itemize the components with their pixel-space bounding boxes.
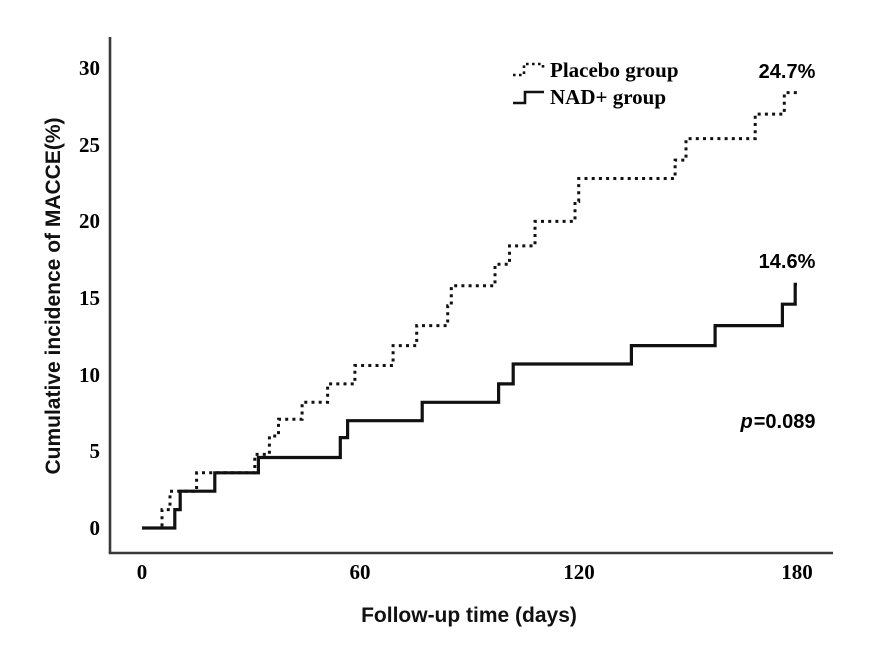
nad-final-value-label: 14.6% — [758, 251, 816, 273]
x-tick-label: 120 — [563, 560, 595, 584]
nad-curve — [142, 282, 797, 530]
y-tick-label: 30 — [79, 56, 100, 80]
y-axis-title: Cumulative incidence of MACCE(%) — [42, 117, 65, 475]
legend-label-placebo: Placebo group — [550, 57, 679, 82]
placebo-final-value-label: 24.7% — [758, 61, 816, 83]
legend-label-nad: NAD+ group — [550, 84, 667, 109]
x-tick-label: 60 — [349, 560, 371, 584]
p-equals-value: =0.089 — [753, 411, 816, 433]
p-symbol: p — [740, 411, 753, 433]
solid-step-line-icon — [513, 90, 544, 104]
dotted-step-line-icon — [513, 62, 545, 76]
y-tick-label: 20 — [79, 209, 100, 233]
legend: Placebo group NAD+ group — [512, 56, 679, 110]
x-tick-label: 180 — [781, 560, 813, 584]
y-tick-label: 10 — [79, 363, 100, 387]
y-tick-label: 5 — [89, 439, 101, 463]
y-tick-label: 0 — [89, 516, 101, 540]
placebo-curve — [142, 91, 797, 530]
y-tick-label: 25 — [79, 133, 100, 157]
legend-item-placebo: Placebo group — [512, 56, 679, 83]
y-tick-label: 15 — [79, 286, 100, 310]
p-value-label: p=0.089 — [718, 411, 838, 434]
x-tick-label: 0 — [136, 560, 148, 584]
x-axis-title: Follow-up time (days) — [361, 604, 577, 627]
legend-item-nad: NAD+ group — [512, 83, 679, 110]
